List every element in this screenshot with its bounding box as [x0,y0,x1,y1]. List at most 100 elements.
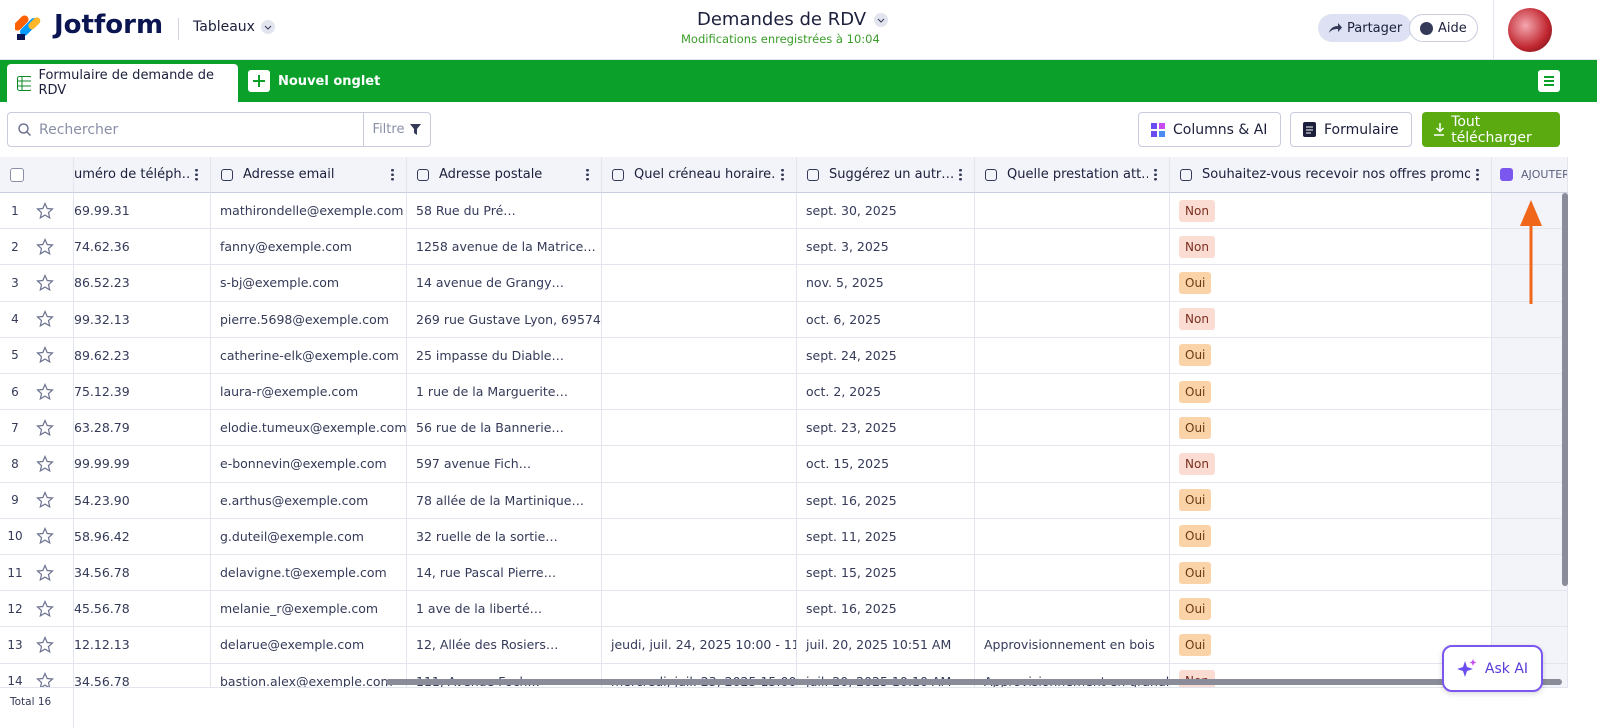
top-bar: Jotform Tableaux Demandes de RDV Modific… [0,0,1597,60]
divider [178,18,179,40]
cell: sept. 3, 2025 [797,229,975,266]
status-pill: Non [1179,452,1215,475]
cell [975,410,1170,447]
star[interactable] [36,310,54,328]
cell: 12, Allée des Rosiers… [407,627,602,664]
star[interactable] [36,382,54,401]
search-input[interactable]: Rechercher [8,113,364,146]
cell [975,337,1170,374]
vertical-scrollbar[interactable] [1562,193,1568,586]
cell: oct. 15, 2025 [797,446,975,483]
status-pill: Oui [1179,561,1212,584]
cell [975,482,1170,519]
row-number: 4 [11,312,19,327]
add-column[interactable]: AJOUTER [1492,157,1568,193]
column-header[interactable]: Adresse email [211,157,407,193]
column-menu[interactable] [959,168,962,181]
star[interactable] [36,563,54,582]
cell: g.duteil@exemple.com [211,518,407,555]
star[interactable] [36,599,54,618]
tab-bar: Formulaire de demande de RDV Nouvel ongl… [0,60,1597,102]
cell [602,482,797,519]
download-button[interactable]: Tout télécharger [1422,112,1560,147]
cell-text: 14 avenue de Grangy… [416,275,564,291]
star[interactable] [36,346,54,364]
column-header[interactable]: Suggérez un autr… [797,157,975,193]
column-header[interactable]: Souhaitez-vous recevoir nos offres promo… [1170,157,1492,193]
star[interactable] [36,491,54,509]
star[interactable] [36,201,54,220]
chevron [874,12,889,27]
column-menu[interactable] [1154,168,1157,181]
cell-text: sept. 16, 2025 [806,492,897,508]
cell: Non [1170,193,1492,230]
star[interactable] [36,454,54,473]
cell: catherine-elk@exemple.com [211,337,407,374]
active-tab[interactable]: Formulaire de demande de RDV [7,64,238,102]
add-label: AJOUTER [1521,168,1568,181]
star[interactable] [36,273,54,292]
column-menu[interactable] [391,168,394,181]
cell: 99.99.99 [74,446,211,483]
row-number: 7 [11,420,19,435]
column-header[interactable]: Quel créneau horaire… [602,157,797,193]
star[interactable] [36,635,54,654]
filter-button[interactable]: Filtre [364,113,430,146]
cell-text: g.duteil@exemple.com [220,528,364,544]
column-header[interactable]: Quelle prestation att… [975,157,1170,193]
column-header[interactable]: Adresse postale [407,157,602,193]
cell-text: 1 ave de la liberté… [416,601,543,617]
cell: melanie_r@exemple.com [211,591,407,628]
download-icon [1434,123,1445,136]
sparkle-icon [1456,658,1477,677]
column-title: Souhaitez-vous recevoir nos offres promo… [1202,167,1470,182]
column-menu[interactable] [586,168,589,181]
cell: Oui [1170,555,1492,592]
cell-text: nov. 5, 2025 [806,275,884,291]
avatar[interactable] [1508,8,1552,52]
ask-ai-button[interactable]: Ask AI [1442,645,1543,692]
search-box: Rechercher Filtre [7,112,431,147]
cell-text: 1 rue de la Marguerite… [416,384,568,400]
cell [602,374,797,411]
column-menu[interactable] [195,168,198,181]
logo-icon [15,15,41,40]
add-icon [1500,168,1513,181]
cell: 75.12.39 [74,374,211,411]
workspace-menu[interactable]: Tableaux [193,19,275,35]
annotation-arrow [1520,200,1542,304]
row-lead: 9 [0,482,74,519]
cell-text: sept. 23, 2025 [806,420,897,436]
new-tab-button[interactable]: Nouvel onglet [248,70,380,92]
ask-ai-label: Ask AI [1484,660,1529,677]
share-button[interactable]: Partager [1318,14,1413,42]
column-menu[interactable] [781,168,784,181]
select-all[interactable] [10,168,24,182]
cell-text: laura-r@exemple.com [220,384,359,400]
cell: oct. 6, 2025 [797,301,975,338]
cell: sept. 16, 2025 [797,591,975,628]
column-menu[interactable] [1476,168,1479,181]
status-pill: Oui [1179,597,1212,620]
row-lead: 4 [0,301,74,338]
star[interactable] [36,672,54,687]
star[interactable] [36,418,54,437]
cell [975,229,1170,266]
divider [1493,0,1494,60]
columns-ai-button[interactable]: Columns & AI [1138,112,1281,147]
cell: 34.56.78 [74,663,211,687]
cell-text: 34.56.78 [74,565,130,581]
row-spacer [1492,518,1568,555]
column-header[interactable]: uméro de téléph… [74,157,211,193]
horizontal-scrollbar[interactable] [386,679,1562,685]
menu-button[interactable] [1538,70,1560,92]
row-lead: 6 [0,374,74,411]
form-button[interactable]: Formulaire [1290,112,1412,147]
star[interactable] [36,237,54,256]
cell [602,301,797,338]
cell: 56 rue de la Bannerie… [407,410,602,447]
star[interactable] [36,527,54,545]
help-button[interactable]: Aide [1409,14,1478,42]
table-title[interactable]: Demandes de RDV [697,9,889,30]
